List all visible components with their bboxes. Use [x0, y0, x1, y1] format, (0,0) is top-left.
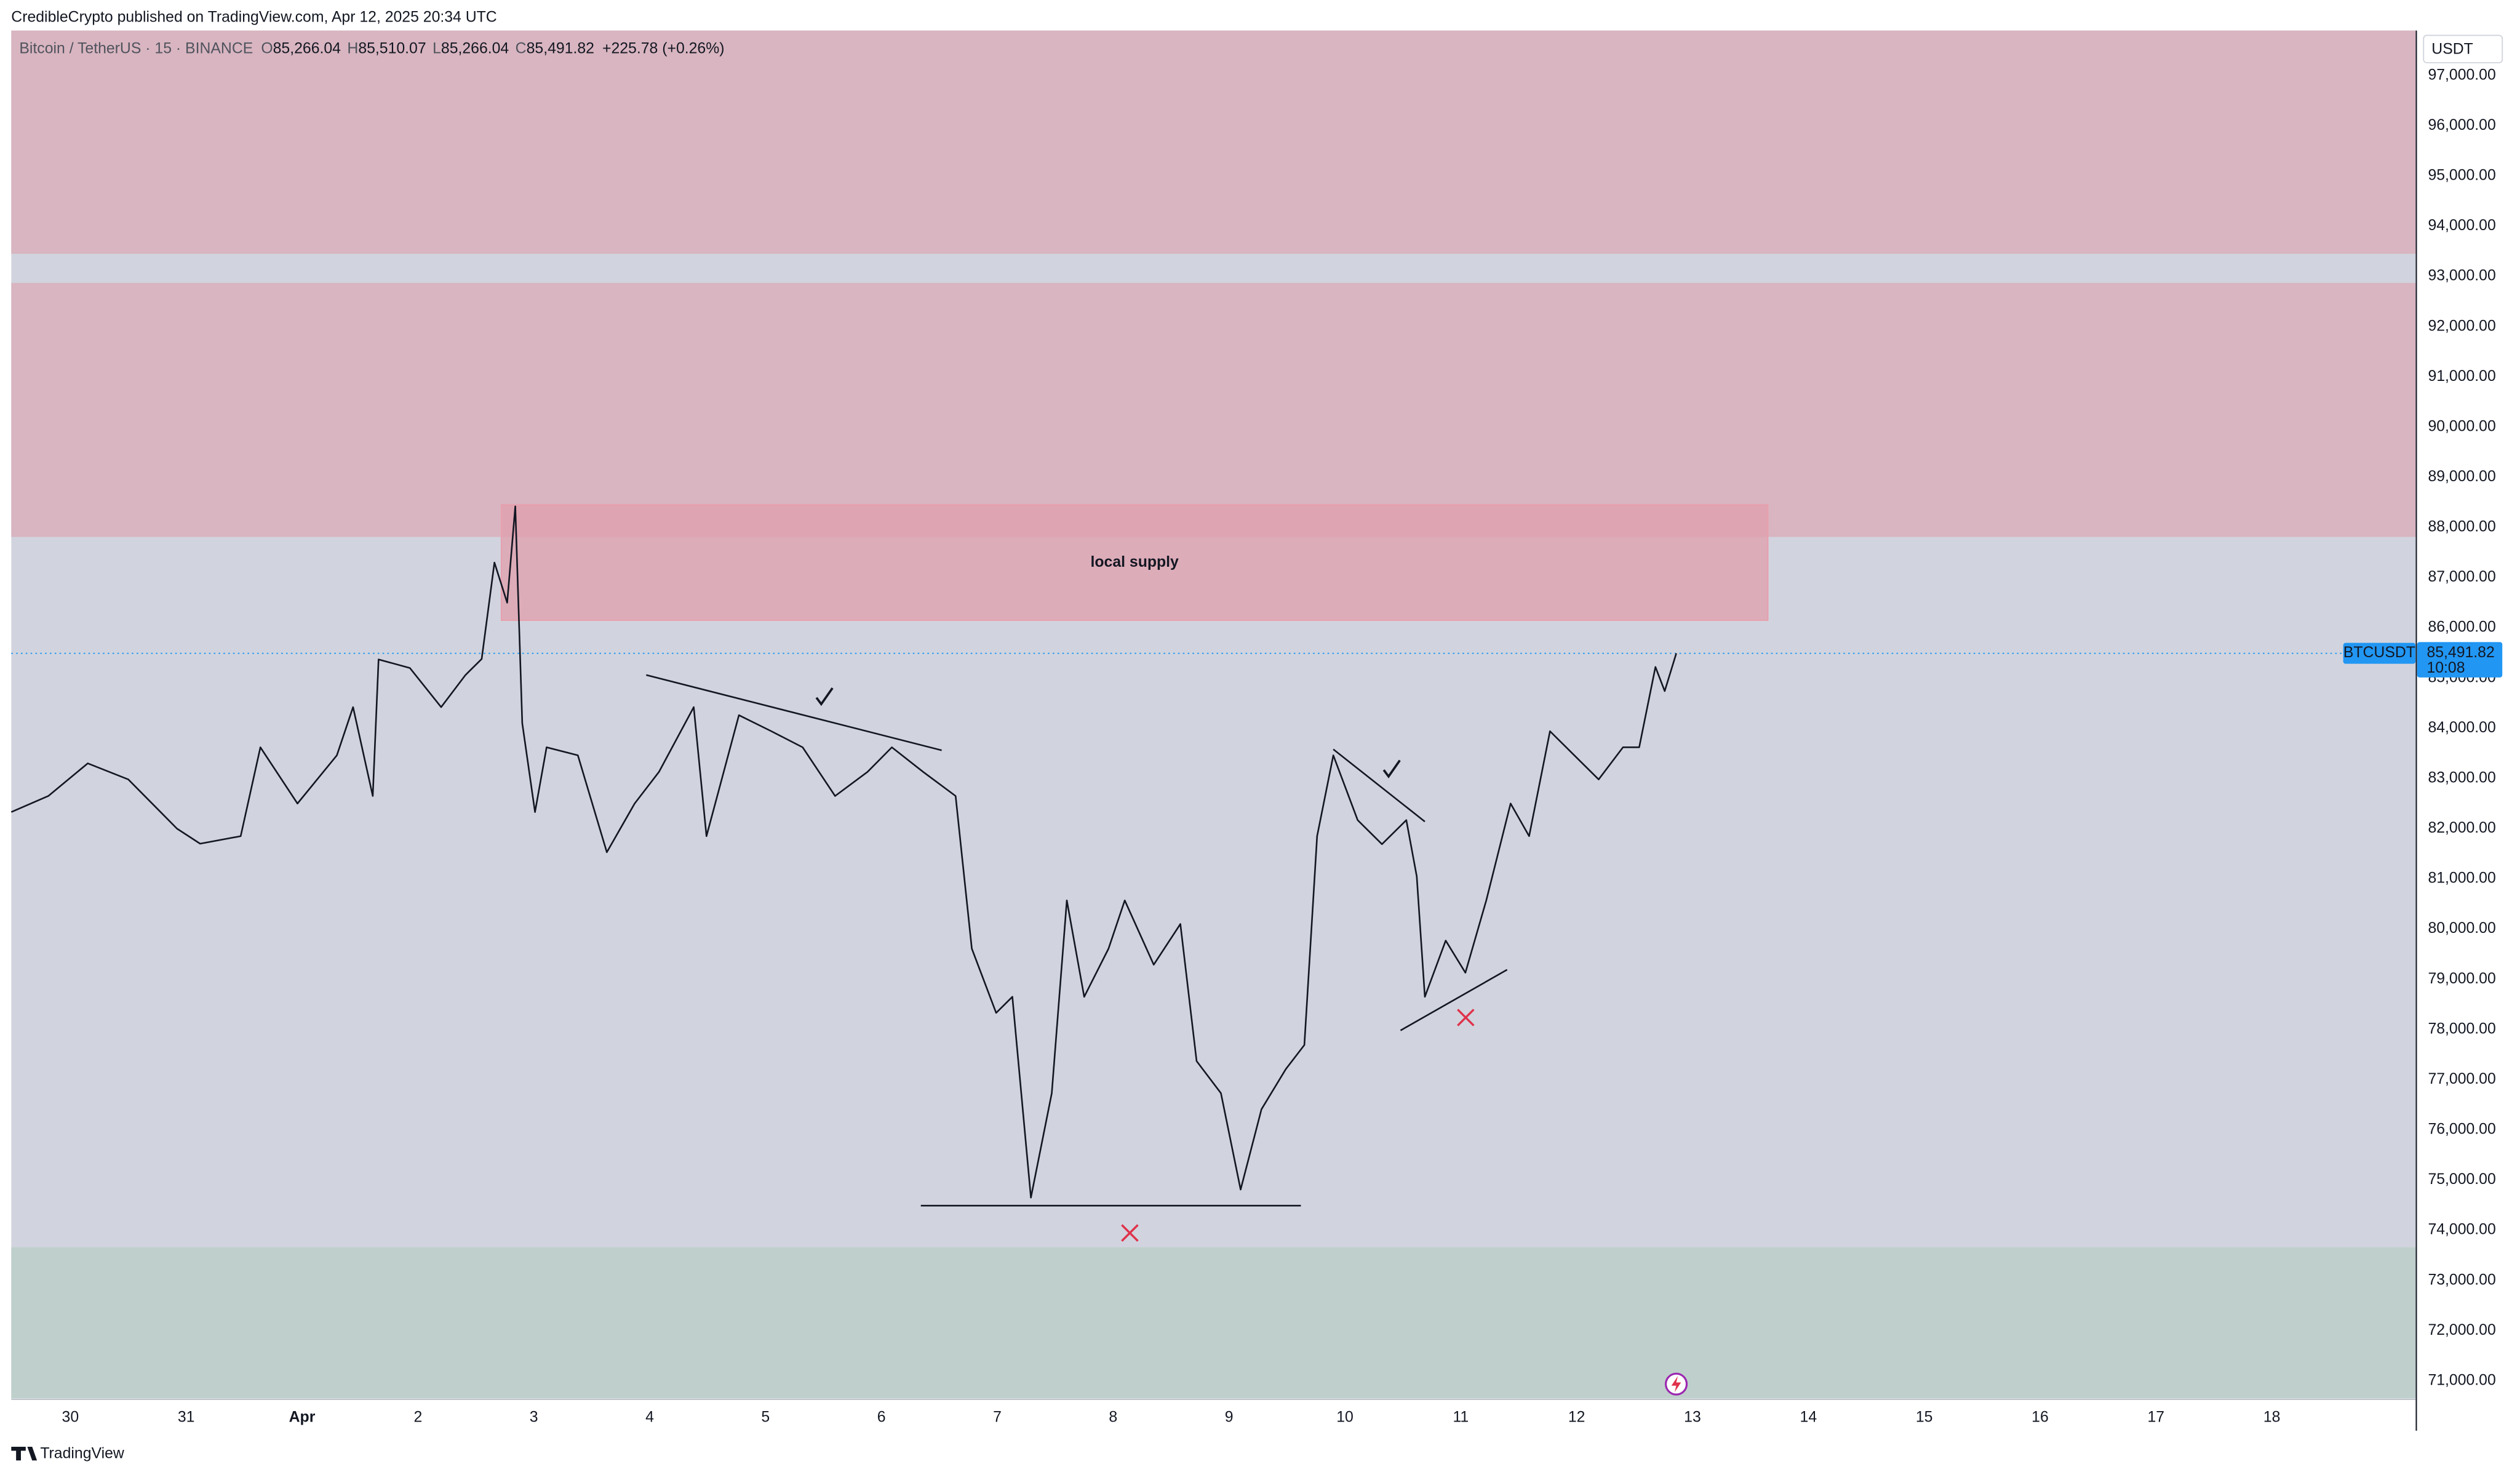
x-tick-label: Apr — [289, 1409, 316, 1426]
ohlc-value: 85,266.04 — [441, 40, 509, 57]
x-tick-label: 14 — [1800, 1409, 1817, 1426]
supply-label: local supply — [1091, 554, 1179, 570]
trendline — [1333, 748, 1425, 823]
y-tick-label: 79,000.00 — [2428, 970, 2495, 987]
x-tick-label: 18 — [2263, 1409, 2281, 1426]
y-tick-label: 72,000.00 — [2428, 1322, 2495, 1338]
price-line — [10, 505, 1677, 1199]
legend: Bitcoin / TetherUS · 15 · BINANCE O85,266… — [19, 40, 724, 57]
y-tick-label: 92,000.00 — [2428, 318, 2495, 334]
y-tick-label: 80,000.00 — [2428, 920, 2495, 937]
check-mark — [1382, 759, 1401, 778]
currency-button[interactable] — [2423, 34, 2503, 63]
zone — [11, 282, 2416, 537]
x-tick-label: 15 — [1916, 1409, 1933, 1426]
x-tick-label: 9 — [1225, 1409, 1234, 1426]
symbol-tag-bg — [2343, 642, 2416, 664]
currency[interactable]: USDT — [2431, 41, 2473, 58]
footer: TradingView — [40, 1445, 124, 1462]
x-tick-label: 17 — [2148, 1409, 2165, 1426]
y-tick-label: 77,000.00 — [2428, 1071, 2495, 1087]
x-mark — [1121, 1224, 1139, 1242]
plot-area — [11, 30, 2416, 1399]
check-mark — [815, 687, 834, 706]
y-tick-label: 75,000.00 — [2428, 1171, 2495, 1188]
x-tick-label: 6 — [877, 1409, 886, 1426]
x-tick-label: 12 — [1568, 1409, 1585, 1426]
x-tick-label: 13 — [1684, 1409, 1701, 1426]
x-tick-label: 16 — [2032, 1409, 2049, 1426]
change: +225.78 (+0.26%) — [602, 40, 725, 57]
header: CredibleCrypto published on TradingView.… — [11, 9, 496, 25]
y-tick-label: 78,000.00 — [2428, 1020, 2495, 1037]
zone — [11, 1247, 2416, 1399]
y-tick-label: 97,000.00 — [2428, 66, 2495, 83]
x-tick-label: 11 — [1453, 1409, 1469, 1426]
y-tick-label: 84,000.00 — [2428, 719, 2495, 736]
x-mark — [1457, 1009, 1475, 1026]
ohlc-key: C — [516, 40, 527, 57]
x-tick-label: 10 — [1336, 1409, 1354, 1426]
plot — [10, 505, 2416, 1207]
y-tick-label: 88,000.00 — [2428, 519, 2495, 535]
ohlc-key: H — [347, 40, 358, 57]
y-tick-label: 96,000.00 — [2428, 117, 2495, 134]
event-icon-bolt — [1671, 1376, 1681, 1393]
y-tick-label: 71,000.00 — [2428, 1372, 2495, 1388]
y-tick-label: 95,000.00 — [2428, 167, 2495, 184]
y-tick-label: 89,000.00 — [2428, 468, 2495, 485]
x-tick-label: 2 — [413, 1409, 422, 1426]
y-tick-label: 81,000.00 — [2428, 870, 2495, 887]
y-tick-label: 87,000.00 — [2428, 569, 2495, 585]
price-tag-bg — [2417, 642, 2503, 678]
ohlc-key: L — [433, 40, 441, 57]
x-tick-label: 4 — [645, 1409, 654, 1426]
y-tick-label: 91,000.00 — [2428, 368, 2495, 385]
x-tick-label: 30 — [62, 1409, 79, 1426]
y-tick-label: 83,000.00 — [2428, 769, 2495, 786]
y-tick-label: 82,000.00 — [2428, 820, 2495, 836]
x-tick-label: 7 — [993, 1409, 1002, 1426]
x-tick-label: 31 — [178, 1409, 195, 1426]
zone — [11, 30, 2416, 254]
ohlc-key: O — [261, 40, 273, 57]
countdown: 10:08 — [2426, 660, 2465, 676]
y-tick-label: 74,000.00 — [2428, 1222, 2495, 1238]
supply-zone — [500, 504, 1769, 622]
symbol-tag: BTCUSDT — [2343, 644, 2415, 661]
trendline — [646, 674, 942, 751]
y-tick-label: 86,000.00 — [2428, 619, 2495, 636]
x-tick-label: 5 — [761, 1409, 770, 1426]
ohlc-value: 85,266.04 — [273, 40, 341, 57]
price-tag: 85,491.82 — [2426, 644, 2494, 661]
x-tick-label: 3 — [530, 1409, 538, 1426]
y-tick-label: 93,000.00 — [2428, 268, 2495, 284]
y-tick-label: 73,000.00 — [2428, 1271, 2495, 1288]
y-tick-label: 90,000.00 — [2428, 418, 2495, 434]
zones: local supply — [11, 30, 2416, 1399]
ohlc-value: 85,510.07 — [358, 40, 426, 57]
y-tick-label: 94,000.00 — [2428, 217, 2495, 234]
symbol: Bitcoin / TetherUS · 15 · BINANCE — [19, 40, 253, 57]
footer-logo — [11, 1446, 38, 1461]
x-tick-label: 8 — [1109, 1409, 1117, 1426]
ohlc-value: 85,491.82 — [527, 40, 594, 57]
y-tick-label: 76,000.00 — [2428, 1121, 2495, 1138]
trendline — [1400, 969, 1508, 1031]
